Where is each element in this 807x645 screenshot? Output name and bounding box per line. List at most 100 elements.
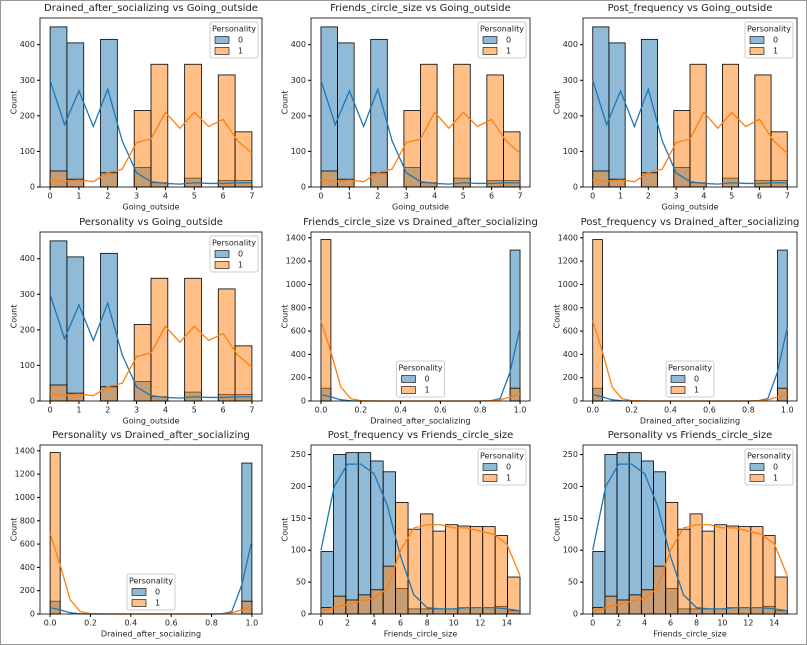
legend-swatch	[401, 375, 416, 383]
plot-frame	[582, 231, 798, 402]
y-axis-label: Count	[10, 91, 19, 115]
y-tick-label: 100	[291, 546, 306, 555]
y-tick-label: 250	[563, 450, 578, 459]
y-tick-label: 800	[20, 516, 35, 525]
y-tick-label: 400	[20, 563, 35, 572]
x-tick-label: 0.2	[354, 406, 367, 415]
chart-title: Personality vs Friends_circle_size	[608, 430, 773, 441]
x-tick-label: 7	[249, 406, 254, 415]
legend-title: Personality	[398, 364, 442, 373]
x-tick-label: 4	[163, 406, 168, 415]
bar	[184, 63, 202, 188]
x-tick-label: 0.4	[394, 406, 407, 415]
x-tick-label: 12	[743, 619, 753, 628]
x-tick-label: 2	[105, 192, 110, 201]
legend: Personality 0 1	[477, 448, 527, 486]
x-tick-label: 1.0	[781, 406, 794, 415]
bar	[217, 288, 236, 402]
legend: Personality 0 1	[477, 21, 527, 59]
x-tick-label: 5	[729, 192, 734, 201]
y-axis-label: Count	[281, 518, 290, 542]
x-tick-label: 0	[318, 619, 323, 628]
x-axis-label: Going_outside	[123, 203, 180, 212]
bar	[407, 528, 421, 615]
x-tick-label: 0.6	[165, 619, 178, 628]
chart-panel: 0 100 200 300 400 0 1 2 3 4 5 6 7 Drained_after_socia…	[10, 3, 263, 212]
y-tick-label: 100	[20, 147, 35, 156]
x-tick-label: 0	[318, 192, 323, 201]
legend-label: 1	[773, 47, 778, 56]
x-tick-label: 0.8	[474, 406, 487, 415]
legend-title: Personality	[212, 25, 256, 34]
y-tick-label: 0	[573, 610, 578, 619]
kde-line	[320, 524, 521, 612]
legend-swatch	[214, 261, 230, 269]
bar	[320, 551, 334, 615]
bar	[241, 462, 253, 615]
legend: Personality 0 1	[744, 448, 794, 486]
legend-label: 1	[238, 47, 243, 56]
kde-line	[49, 294, 252, 399]
y-axis-label: Count	[281, 305, 290, 329]
bar	[738, 526, 752, 615]
y-tick-label: 200	[20, 586, 35, 595]
y-tick-label: 1000	[558, 280, 578, 289]
y-tick-label: 50	[568, 578, 578, 587]
bar	[457, 525, 471, 615]
y-tick-label: 150	[291, 514, 306, 523]
legend: Personality 0 1	[744, 21, 794, 59]
bar	[592, 551, 606, 615]
y-tick-label: 150	[563, 514, 578, 523]
x-tick-label: 0.0	[586, 406, 599, 415]
kde-line	[592, 111, 788, 183]
y-tick-label: 1400	[15, 446, 35, 455]
y-axis-label: Count	[553, 91, 562, 115]
y-tick-label: 250	[291, 450, 306, 459]
bar	[150, 63, 169, 188]
kde-line	[592, 463, 788, 612]
x-tick-label: 10	[717, 619, 727, 628]
kde-line	[592, 80, 788, 185]
bar	[345, 452, 359, 615]
x-tick-label: 4	[163, 192, 168, 201]
y-tick-label: 100	[20, 361, 35, 370]
legend-swatch	[482, 36, 498, 44]
x-tick-label: 1.0	[514, 406, 527, 415]
legend-swatch	[749, 463, 765, 471]
y-tick-label: 0	[30, 610, 35, 619]
legend-label: 1	[506, 47, 511, 56]
bar	[592, 170, 610, 188]
legend-label: 1	[694, 386, 699, 395]
bar	[677, 528, 691, 615]
y-tick-label: 0	[573, 397, 578, 406]
legend-swatch	[749, 474, 765, 482]
legend-label: 1	[425, 386, 430, 395]
bar	[592, 239, 603, 402]
bar	[754, 74, 772, 188]
x-tick-label: 0.6	[703, 406, 716, 415]
bar	[689, 513, 703, 615]
x-tick-label: 3	[404, 192, 409, 201]
bar	[507, 576, 521, 615]
bar	[777, 249, 788, 402]
x-tick-label: 0.8	[205, 619, 218, 628]
y-tick-label: 200	[563, 111, 578, 120]
bar	[66, 42, 85, 188]
y-tick-label: 100	[563, 147, 578, 156]
bar	[420, 513, 434, 615]
plot-frame	[39, 17, 263, 188]
bar	[403, 110, 421, 188]
x-tick-label: 4	[642, 619, 647, 628]
x-tick-label: 0.2	[625, 406, 638, 415]
y-tick-label: 300	[20, 290, 35, 299]
legend-swatch	[749, 36, 765, 44]
bar	[494, 535, 509, 615]
kde-line	[49, 80, 252, 185]
x-tick-label: 0	[590, 192, 595, 201]
x-tick-label: 7	[785, 192, 790, 201]
kde-line	[50, 111, 253, 183]
chart-panel: 0 100 200 300 400 0 1 2 3 4 5 6 7 Personality vs Goin…	[10, 217, 263, 426]
legend-swatch	[670, 386, 686, 394]
